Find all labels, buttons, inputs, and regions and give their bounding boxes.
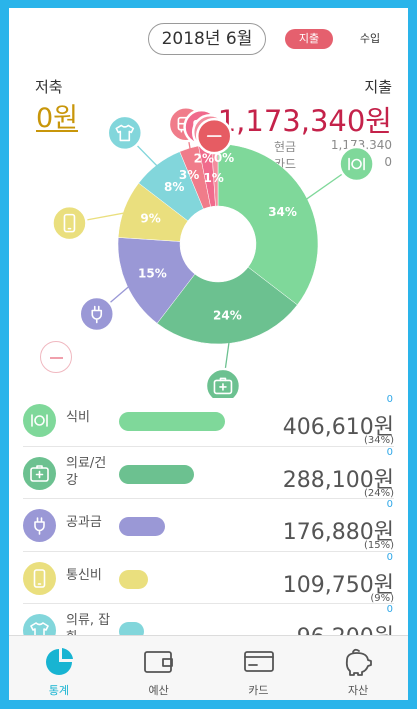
category-percent: (24%): [363, 487, 394, 499]
slice-percent-label: 2%: [194, 152, 214, 166]
slice-percent-label: 1%: [203, 171, 223, 185]
slice-percent-label: 0%: [214, 151, 234, 165]
category-amount: 109,750원: [282, 572, 394, 598]
category-name: 공과금: [66, 515, 102, 530]
budget-badge: 0: [386, 446, 393, 458]
expense-total: 1,173,340원: [217, 104, 392, 138]
month-selector[interactable]: 2018년 6월: [148, 23, 266, 55]
category-amount: 176,880원: [282, 520, 394, 545]
tab-pie-chart[interactable]: 통계: [9, 636, 109, 700]
expense-pie-chart[interactable]: 34% 24% 15% 9% 8%3% 2% 1% 0%: [9, 68, 408, 398]
tab-piggy-bank[interactable]: 자산: [308, 636, 408, 700]
category-row[interactable]: 의료/건강 0 288,100원 (24%): [9, 446, 408, 499]
callout-bubble[interactable]: [106, 114, 144, 152]
category-name: 의료/건강: [66, 455, 107, 488]
plug-icon[interactable]: [78, 295, 116, 333]
category-row[interactable]: 통신비 0 109,750원 (9%): [9, 551, 408, 604]
expense-label: 지출: [364, 78, 392, 96]
statistics-screen: 2018년 6월 지출 수입 저축 0원 지출 1,173,340원 현금 1,…: [9, 8, 408, 700]
pie-chart-icon: [46, 648, 73, 675]
tab-wallet[interactable]: 예산: [109, 636, 209, 700]
piggy-bank-icon: [346, 648, 373, 676]
savings-label: 저축: [35, 78, 63, 96]
category-amount: 288,100원: [282, 467, 394, 493]
budget-badge: 0: [386, 394, 393, 405]
category-percent: (34%): [363, 435, 394, 446]
medical-kit-icon: [213, 377, 233, 395]
meal-icon: [23, 404, 56, 437]
minus-icon[interactable]: [195, 117, 233, 155]
budget-badge: 0: [386, 551, 393, 563]
tab-label: 통계: [48, 684, 69, 697]
wallet-icon: [143, 651, 173, 673]
donut-hole: [180, 206, 256, 282]
meal-icon: [348, 157, 365, 171]
tab-label: 자산: [348, 684, 369, 697]
slice-percent-label: 34%: [268, 205, 297, 219]
category-row[interactable]: 공과금 0 176,880원 (15%): [9, 499, 408, 552]
collapse-minus-button[interactable]: [40, 341, 72, 373]
callout-bubble[interactable]: [78, 295, 116, 333]
category-percent: (15%): [363, 540, 394, 551]
row-divider: [23, 445, 394, 447]
budget-badge: 0: [386, 604, 393, 615]
meal-icon[interactable]: [338, 145, 375, 183]
callout-bubble[interactable]: [51, 204, 88, 242]
bottom-tab-bar: 통계 예산 카드 자산: [9, 635, 408, 700]
tab-label: 예산: [148, 684, 169, 697]
expense-toggle[interactable]: 지출: [285, 29, 333, 49]
income-toggle[interactable]: 수입: [359, 32, 381, 45]
category-name: 통신비: [66, 567, 102, 583]
category-list: 식비 0 406,610원 (34%) 의료/건강 0 288,100원 (24%) 공과금 0 1…: [9, 394, 408, 657]
phone-icon: [23, 561, 56, 595]
slice-percent-label: 24%: [213, 308, 242, 322]
pie-slice[interactable]: [156, 266, 298, 345]
category-share-bar: [119, 412, 225, 431]
phone-icon[interactable]: [51, 204, 88, 242]
budget-badge: 0: [386, 499, 393, 510]
savings-underline: [36, 130, 78, 132]
row-divider: [23, 550, 394, 552]
category-name: 식비: [66, 410, 90, 425]
slice-percent-label: 8%: [164, 180, 184, 194]
category-share-bar: [119, 569, 148, 589]
plug-icon: [91, 305, 103, 324]
shirt-icon[interactable]: [106, 114, 144, 152]
slice-percent-label: 9%: [140, 212, 160, 226]
slice-percent-label: 3%: [179, 168, 199, 182]
medical-kit-icon[interactable]: [204, 367, 242, 398]
category-amount: 406,610원: [282, 415, 394, 440]
row-divider: [23, 603, 394, 604]
phone-icon: [63, 213, 76, 233]
cash-label: 현금: [274, 140, 297, 154]
cash-value: 1,173,340: [330, 138, 392, 152]
plug-icon: [23, 509, 56, 542]
savings-value: 0원: [36, 103, 79, 134]
card-icon: [243, 651, 274, 672]
pie-slice[interactable]: [217, 143, 319, 306]
category-percent: (9%): [370, 592, 394, 604]
slice-percent-label: 15%: [138, 267, 167, 281]
row-divider: [23, 498, 394, 499]
callout-bubble[interactable]: [338, 145, 375, 183]
card-value: 0: [384, 155, 392, 169]
shirt-icon: [115, 124, 135, 142]
medical-kit-icon: [23, 456, 56, 490]
category-row[interactable]: 식비 0 406,610원 (34%): [9, 394, 408, 447]
tab-label: 카드: [248, 684, 269, 697]
category-share-bar: [119, 464, 195, 484]
tab-card[interactable]: 카드: [209, 636, 309, 700]
category-share-bar: [119, 517, 165, 536]
